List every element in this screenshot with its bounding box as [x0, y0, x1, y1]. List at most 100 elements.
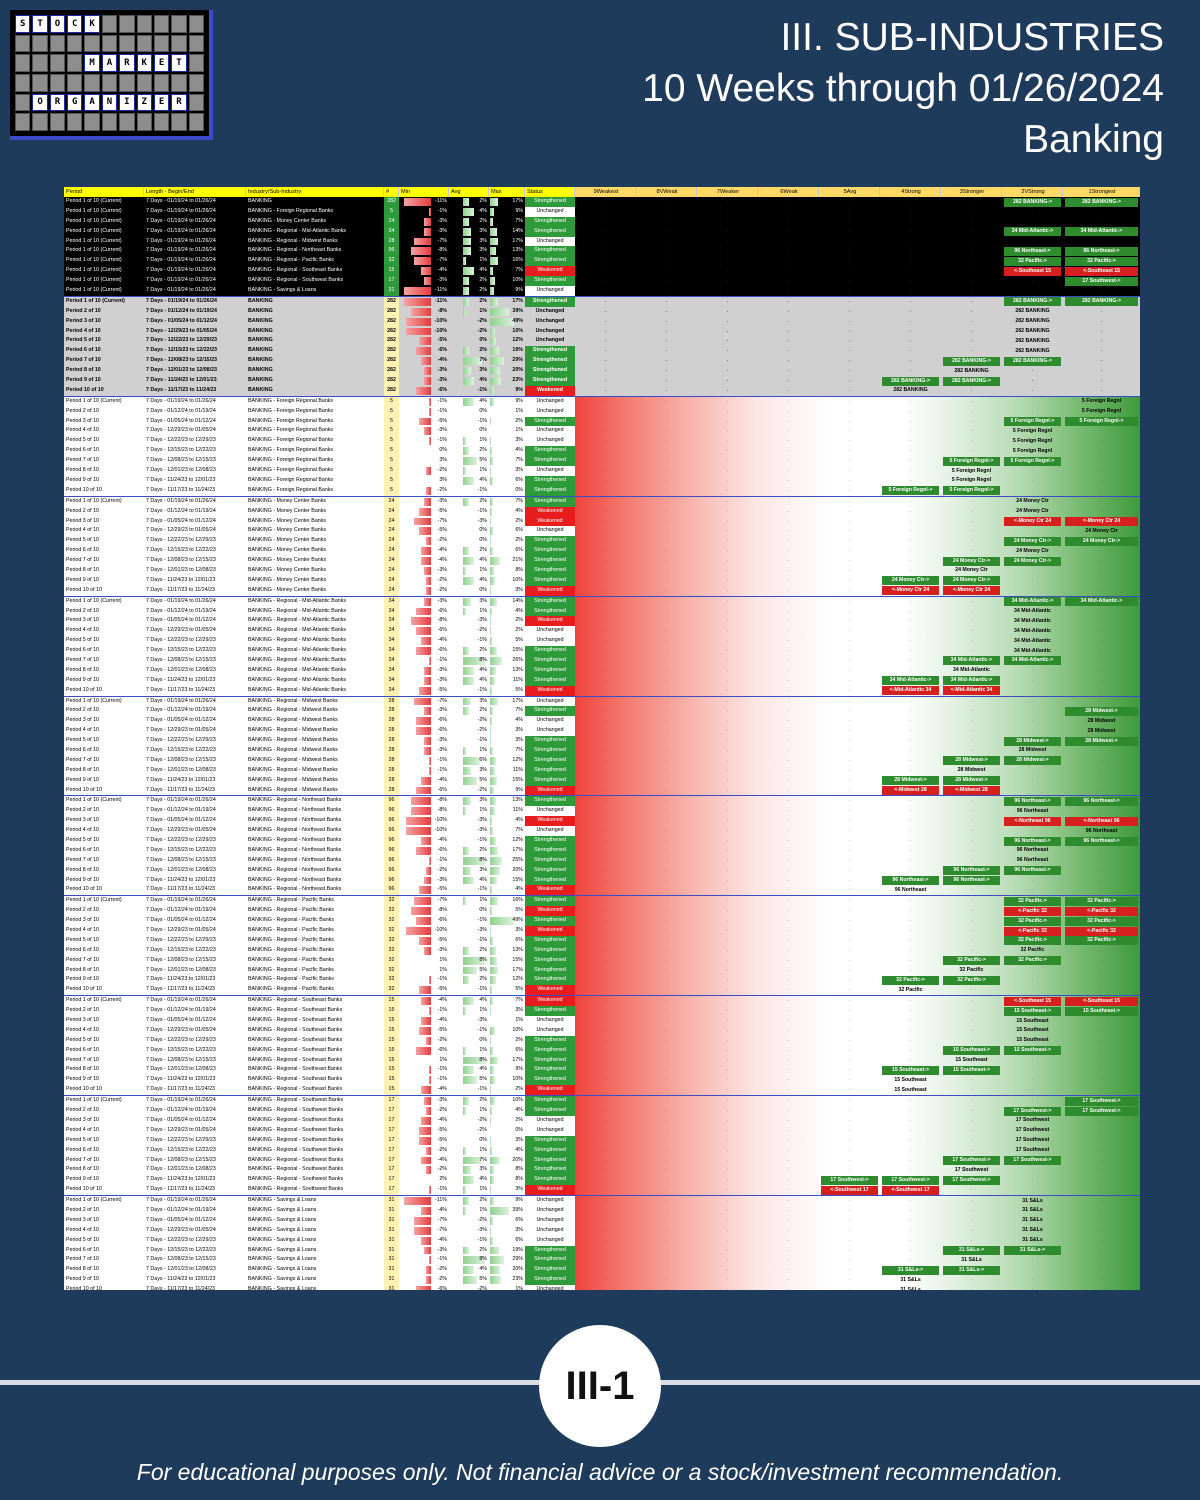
column-header[interactable]: 5Avg [819, 187, 880, 197]
table-row[interactable]: Period 1 of 10 (Current) 7 Days - 01/19/2… [64, 595, 1140, 607]
column-header[interactable]: 6Weak [758, 187, 819, 197]
table-row[interactable]: Period 6 of 10 7 Days - 12/15/23 to 12/22… [64, 1045, 1140, 1056]
table-row[interactable]: Period 2 of 10 7 Days - 01/12/24 to 01/19… [64, 606, 1140, 617]
column-header[interactable]: Period [64, 187, 144, 197]
table-row[interactable]: Period 8 of 10 7 Days - 12/01/23 to 12/08… [64, 665, 1140, 676]
column-header[interactable]: # [384, 187, 399, 197]
table-row[interactable]: Period 10 of 10 7 Days - 11/17/23 to 11/2… [64, 685, 1140, 696]
table-row[interactable]: Period 7 of 10 7 Days - 12/08/23 to 12/15… [64, 556, 1140, 566]
table-row[interactable]: Period 4 of 10 7 Days - 12/29/23 to 01/05… [64, 326, 1140, 337]
table-row[interactable]: Period 10 of 10 7 Days - 11/17/23 to 11/2… [64, 485, 1140, 496]
table-row[interactable]: Period 8 of 10 7 Days - 12/01/23 to 12/08… [64, 1165, 1140, 1176]
table-row[interactable]: Period 1 of 10 (Current) 7 Days - 01/19/2… [64, 286, 1140, 296]
table-row[interactable]: Period 3 of 10 7 Days - 01/05/24 to 01/12… [64, 1016, 1140, 1026]
table-row[interactable]: Period 7 of 10 7 Days - 12/08/23 to 12/15… [64, 1255, 1140, 1266]
table-row[interactable]: Period 5 of 10 7 Days - 12/22/23 to 12/29… [64, 1135, 1140, 1146]
table-row[interactable]: Period 3 of 10 7 Days - 01/05/24 to 01/12… [64, 716, 1140, 727]
table-row[interactable]: Period 6 of 10 7 Days - 12/15/23 to 12/22… [64, 646, 1140, 656]
table-row[interactable]: Period 1 of 10 (Current) 7 Days - 01/19/2… [64, 197, 1140, 207]
table-row[interactable]: Period 8 of 10 7 Days - 12/01/23 to 12/08… [64, 366, 1140, 377]
table-row[interactable]: Period 10 of 10 7 Days - 11/17/23 to 11/2… [64, 1185, 1140, 1196]
table-row[interactable]: Period 8 of 10 7 Days - 12/01/23 to 12/08… [64, 865, 1140, 876]
table-row[interactable]: Period 7 of 10 7 Days - 12/08/23 to 12/15… [64, 855, 1140, 866]
column-header[interactable]: 8VWeak [636, 187, 697, 197]
table-row[interactable]: Period 4 of 10 7 Days - 12/29/23 to 01/05… [64, 1125, 1140, 1136]
table-row[interactable]: Period 2 of 10 7 Days - 01/12/24 to 01/19… [64, 1006, 1140, 1017]
table-row[interactable]: Period 6 of 10 7 Days - 12/15/23 to 12/22… [64, 845, 1140, 856]
table-row[interactable]: Period 3 of 10 7 Days - 01/05/24 to 01/12… [64, 916, 1140, 927]
table-row[interactable]: Period 1 of 10 (Current) 7 Days - 01/19/2… [64, 276, 1140, 287]
column-header[interactable]: Industry/Sub-Industry [246, 187, 384, 197]
column-header[interactable]: Avg [449, 187, 489, 197]
table-row[interactable]: Period 6 of 10 7 Days - 12/15/23 to 12/22… [64, 546, 1140, 557]
table-row[interactable]: Period 1 of 10 (Current) 7 Days - 01/19/2… [64, 216, 1140, 227]
table-row[interactable]: Period 5 of 10 7 Days - 12/22/23 to 12/29… [64, 736, 1140, 746]
table-row[interactable]: Period 9 of 10 7 Days - 11/24/23 to 12/01… [64, 1175, 1140, 1186]
table-row[interactable]: Period 1 of 10 (Current) 7 Days - 01/19/2… [64, 266, 1140, 277]
table-row[interactable]: Period 5 of 10 7 Days - 12/22/23 to 12/29… [64, 436, 1140, 447]
table-row[interactable]: Period 9 of 10 7 Days - 11/24/23 to 12/01… [64, 1275, 1140, 1286]
table-row[interactable]: Period 3 of 10 7 Days - 01/05/24 to 01/12… [64, 816, 1140, 827]
column-header[interactable]: Max [489, 187, 525, 197]
table-row[interactable]: Period 5 of 10 7 Days - 12/22/23 to 12/29… [64, 935, 1140, 946]
table-row[interactable]: Period 6 of 10 7 Days - 12/15/23 to 12/22… [64, 1145, 1140, 1156]
table-row[interactable]: Period 3 of 10 7 Days - 01/05/24 to 01/12… [64, 1115, 1140, 1126]
table-row[interactable]: Period 1 of 10 (Current) 7 Days - 01/19/2… [64, 1095, 1140, 1107]
column-header[interactable]: Length - Begin/End [144, 187, 246, 197]
table-row[interactable]: Period 1 of 10 (Current) 7 Days - 01/19/2… [64, 995, 1140, 1007]
table-row[interactable]: Period 3 of 10 7 Days - 01/05/24 to 01/12… [64, 316, 1140, 327]
table-row[interactable]: Period 9 of 10 7 Days - 11/24/23 to 12/01… [64, 675, 1140, 686]
table-row[interactable]: Period 2 of 10 7 Days - 01/12/24 to 01/19… [64, 706, 1140, 717]
table-row[interactable]: Period 1 of 10 (Current) 7 Days - 01/19/2… [64, 236, 1140, 247]
table-row[interactable]: Period 6 of 10 7 Days - 12/15/23 to 12/22… [64, 1245, 1140, 1256]
table-row[interactable]: Period 5 of 10 7 Days - 12/22/23 to 12/29… [64, 336, 1140, 347]
table-row[interactable]: Period 10 of 10 7 Days - 11/17/23 to 11/2… [64, 1085, 1140, 1096]
table-row[interactable]: Period 8 of 10 7 Days - 12/01/23 to 12/08… [64, 565, 1140, 576]
table-row[interactable]: Period 6 of 10 7 Days - 12/15/23 to 12/22… [64, 745, 1140, 756]
table-row[interactable]: Period 1 of 10 (Current) 7 Days - 01/19/2… [64, 895, 1140, 907]
column-header[interactable]: 9Weakest [575, 187, 636, 197]
table-row[interactable]: Period 1 of 10 (Current) 7 Days - 01/19/2… [64, 395, 1140, 407]
table-row[interactable]: Period 1 of 10 (Current) 7 Days - 01/19/2… [64, 256, 1140, 267]
table-row[interactable]: Period 7 of 10 7 Days - 12/08/23 to 12/15… [64, 1055, 1140, 1066]
table-row[interactable]: Period 3 of 10 7 Days - 01/05/24 to 01/12… [64, 1215, 1140, 1226]
table-row[interactable]: Period 10 of 10 7 Days - 11/17/23 to 11/2… [64, 885, 1140, 896]
table-row[interactable]: Period 4 of 10 7 Days - 12/29/23 to 01/05… [64, 1225, 1140, 1236]
table-row[interactable]: Period 10 of 10 7 Days - 11/17/23 to 11/2… [64, 985, 1140, 996]
table-row[interactable]: Period 3 of 10 7 Days - 01/05/24 to 01/12… [64, 616, 1140, 627]
table-row[interactable]: Period 2 of 10 7 Days - 01/12/24 to 01/19… [64, 906, 1140, 917]
table-row[interactable]: Period 7 of 10 7 Days - 12/08/23 to 12/15… [64, 755, 1140, 766]
table-row[interactable]: Period 7 of 10 7 Days - 12/08/23 to 12/15… [64, 955, 1140, 966]
table-row[interactable]: Period 2 of 10 7 Days - 01/12/24 to 01/19… [64, 806, 1140, 817]
table-row[interactable]: Period 9 of 10 7 Days - 11/24/23 to 12/01… [64, 775, 1140, 786]
table-row[interactable]: Period 7 of 10 7 Days - 12/08/23 to 12/15… [64, 356, 1140, 367]
column-header[interactable]: 1Strongest [1063, 187, 1140, 197]
table-row[interactable]: Period 1 of 10 (Current) 7 Days - 01/19/2… [64, 295, 1140, 307]
column-header[interactable]: 2VStrong [1002, 187, 1063, 197]
table-row[interactable]: Period 8 of 10 7 Days - 12/01/23 to 12/08… [64, 965, 1140, 976]
table-row[interactable]: Period 4 of 10 7 Days - 12/29/23 to 01/05… [64, 1025, 1140, 1036]
table-row[interactable]: Period 7 of 10 7 Days - 12/08/23 to 12/15… [64, 655, 1140, 666]
table-row[interactable]: Period 9 of 10 7 Days - 11/24/23 to 12/01… [64, 1075, 1140, 1086]
table-row[interactable]: Period 2 of 10 7 Days - 01/12/24 to 01/19… [64, 1106, 1140, 1116]
table-row[interactable]: Period 8 of 10 7 Days - 12/01/23 to 12/08… [64, 1265, 1140, 1276]
table-row[interactable]: Period 1 of 10 (Current) 7 Days - 01/19/2… [64, 795, 1140, 807]
column-header[interactable]: 3Stronger [941, 187, 1002, 197]
table-row[interactable]: Period 2 of 10 7 Days - 01/12/24 to 01/19… [64, 306, 1140, 317]
table-row[interactable]: Period 10 of 10 7 Days - 11/17/23 to 11/2… [64, 585, 1140, 596]
table-row[interactable]: Period 2 of 10 7 Days - 01/12/24 to 01/19… [64, 506, 1140, 517]
table-row[interactable]: Period 10 of 10 7 Days - 11/17/23 to 11/2… [64, 385, 1140, 396]
table-row[interactable]: Period 8 of 10 7 Days - 12/01/23 to 12/08… [64, 1065, 1140, 1076]
table-row[interactable]: Period 5 of 10 7 Days - 12/22/23 to 12/29… [64, 536, 1140, 547]
column-header[interactable]: 4Strong [880, 187, 941, 197]
table-row[interactable]: Period 9 of 10 7 Days - 11/24/23 to 12/01… [64, 475, 1140, 486]
table-row[interactable]: Period 1 of 10 (Current) 7 Days - 01/19/2… [64, 206, 1140, 217]
table-row[interactable]: Period 5 of 10 7 Days - 12/22/23 to 12/29… [64, 1035, 1140, 1046]
column-header[interactable]: 7Weaker [697, 187, 758, 197]
table-row[interactable]: Period 2 of 10 7 Days - 01/12/24 to 01/19… [64, 1205, 1140, 1216]
table-row[interactable]: Period 4 of 10 7 Days - 12/29/23 to 01/05… [64, 926, 1140, 936]
table-row[interactable]: Period 9 of 10 7 Days - 11/24/23 to 12/01… [64, 875, 1140, 886]
column-header[interactable]: Min [399, 187, 449, 197]
table-row[interactable]: Period 5 of 10 7 Days - 12/22/23 to 12/29… [64, 836, 1140, 846]
table-row[interactable]: Period 3 of 10 7 Days - 01/05/24 to 01/12… [64, 416, 1140, 427]
